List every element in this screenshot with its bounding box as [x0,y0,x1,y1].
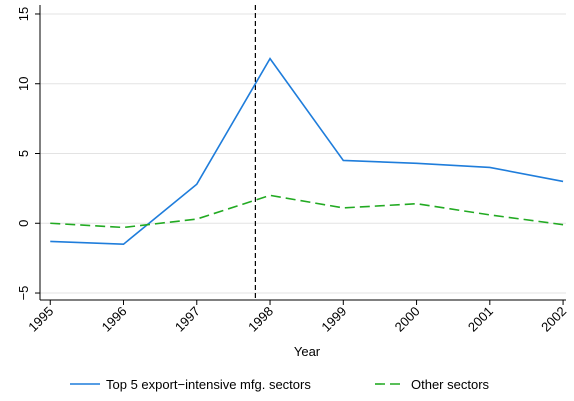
x-tick-label: 2000 [392,304,423,335]
series-line [50,194,564,229]
x-tick-label: 1999 [318,304,349,335]
legend-label: Other sectors [411,377,490,392]
x-tick-label: 1995 [25,304,56,335]
x-tick-label: 1998 [245,304,276,335]
x-tick-label: 1997 [172,304,203,335]
y-tick-label: 0 [16,220,31,227]
x-tick-label: 1996 [99,304,130,335]
x-tick-label: 2002 [538,304,569,335]
x-tick-label: 2001 [465,304,496,335]
legend-label: Top 5 export−intensive mfg. sectors [106,377,311,392]
x-axis-label: Year [294,344,321,359]
y-tick-label: 15 [16,7,31,21]
y-tick-label: −5 [16,286,31,301]
y-tick-label: 5 [16,150,31,157]
series-line [50,57,564,246]
y-tick-label: 10 [16,77,31,91]
